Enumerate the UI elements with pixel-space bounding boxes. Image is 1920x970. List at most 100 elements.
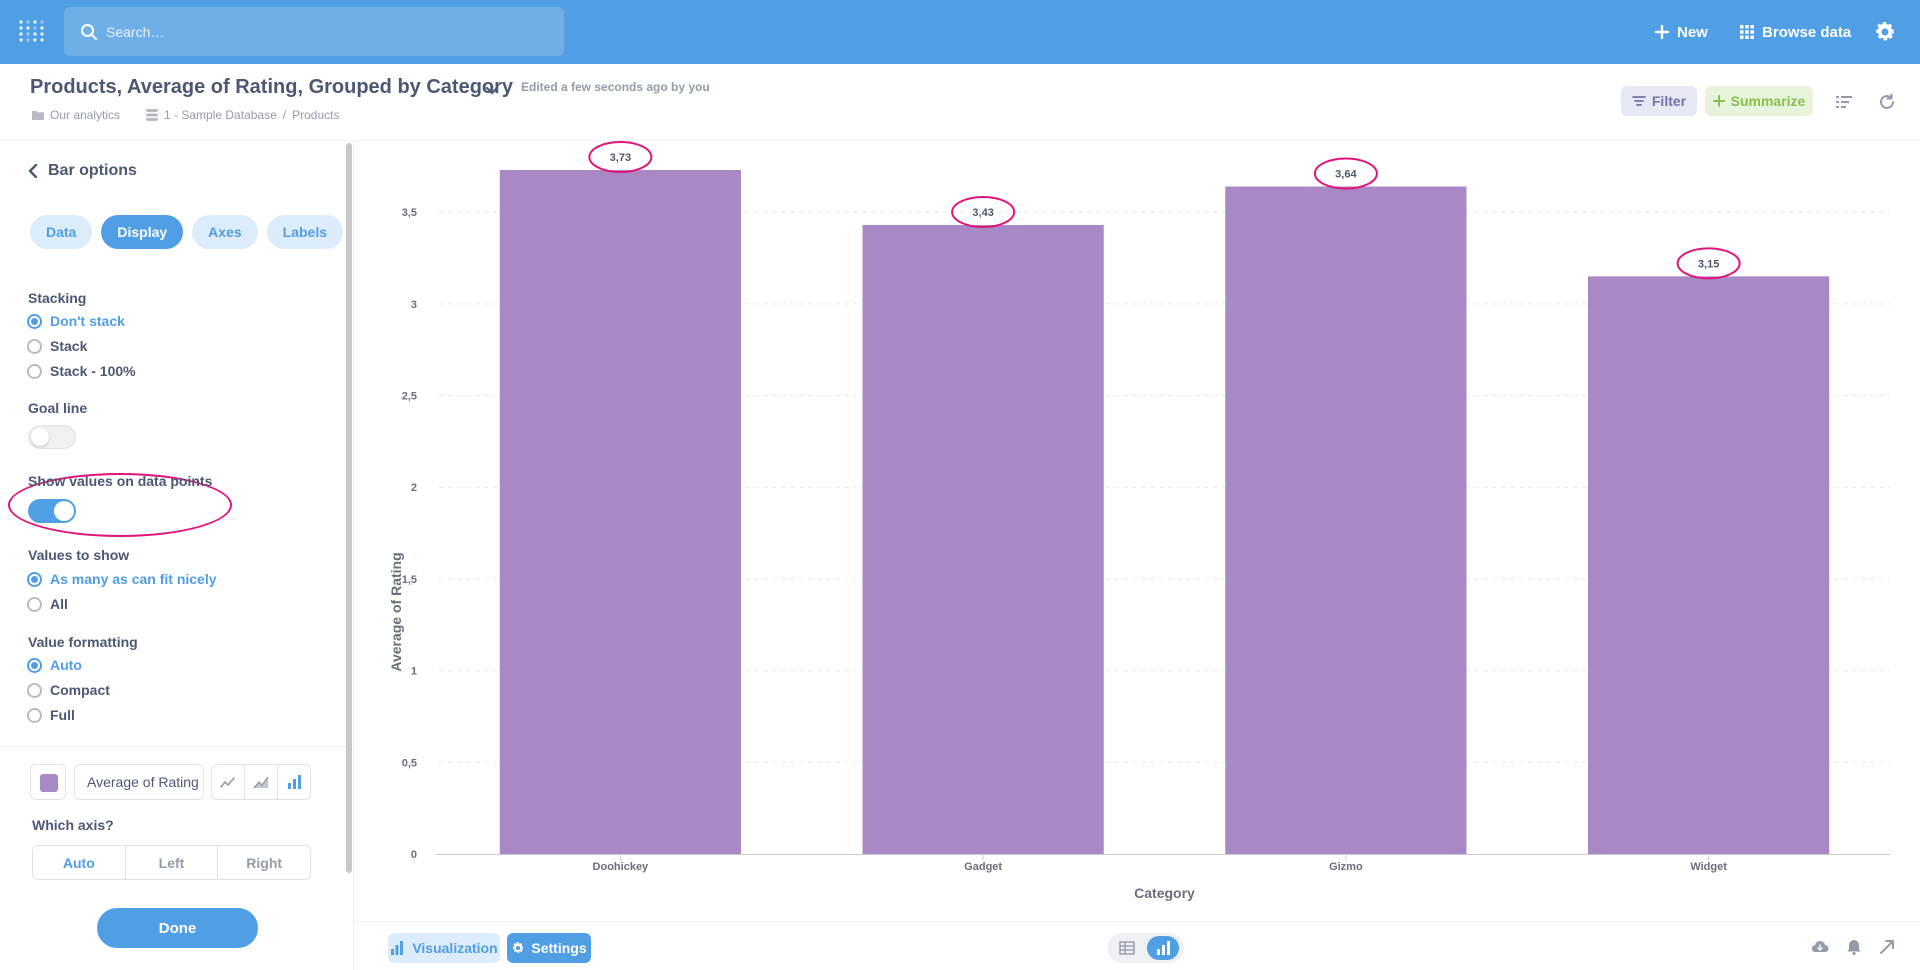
radio-dot bbox=[27, 657, 42, 673]
line-chart-option[interactable] bbox=[212, 765, 245, 799]
radio-full[interactable]: Full bbox=[27, 707, 75, 723]
annotation-ellipse bbox=[1313, 157, 1378, 190]
values-to-show-label: Values to show bbox=[28, 547, 130, 563]
table-chart-switch bbox=[1108, 933, 1184, 963]
refresh-icon[interactable] bbox=[1878, 93, 1896, 111]
folder-icon bbox=[32, 111, 44, 120]
y-axis-title: Average of Rating bbox=[388, 552, 404, 671]
gear-icon[interactable] bbox=[1873, 20, 1897, 44]
radio-stack[interactable]: Stack bbox=[27, 338, 87, 354]
area-chart-option[interactable] bbox=[245, 765, 278, 799]
bar bbox=[862, 225, 1104, 854]
annotation-ellipse bbox=[588, 141, 653, 173]
radio-stack-100[interactable]: Stack - 100% bbox=[27, 363, 136, 379]
show-values-toggle[interactable] bbox=[28, 499, 76, 523]
value-formatting-label: Value formatting bbox=[28, 634, 138, 650]
data-label: 3,73 bbox=[610, 152, 631, 164]
bell-icon[interactable] bbox=[1845, 938, 1863, 956]
bar-chart-option[interactable] bbox=[278, 765, 310, 799]
radio-dot bbox=[27, 707, 42, 723]
x-tick-label: Doohickey bbox=[593, 861, 650, 873]
y-tick-label: 1 bbox=[411, 666, 417, 678]
radio-label: Compact bbox=[50, 682, 110, 698]
goal-line-toggle[interactable] bbox=[28, 425, 76, 449]
filter-label: Filter bbox=[1651, 93, 1687, 109]
search-input[interactable] bbox=[102, 7, 542, 56]
axis-auto-option[interactable]: Auto bbox=[33, 846, 126, 879]
y-tick-label: 2,5 bbox=[402, 391, 417, 403]
radio-dot bbox=[27, 571, 42, 587]
radio-label: Stack bbox=[50, 338, 88, 354]
expand-icon[interactable] bbox=[1878, 938, 1896, 956]
radio-label: Auto bbox=[50, 657, 82, 673]
back-to-options-button[interactable]: Bar options bbox=[28, 162, 137, 180]
stacking-label: Stacking bbox=[28, 290, 87, 306]
x-tick-label: Gadget bbox=[964, 861, 1002, 873]
new-button[interactable]: New bbox=[1655, 20, 1708, 44]
series-color-picker[interactable] bbox=[30, 764, 66, 800]
which-axis-label: Which axis? bbox=[32, 817, 114, 833]
bar-chart: 0 0,5 1 1,5 2 2,5 3 3,5 Doohickey 3,73 Gadget 3,43 G… bbox=[388, 141, 1890, 901]
table-icon bbox=[1119, 941, 1135, 955]
radio-all[interactable]: All bbox=[27, 596, 68, 612]
series-name-input[interactable] bbox=[74, 764, 204, 800]
data-label: 3,64 bbox=[1335, 169, 1357, 181]
search-bar[interactable] bbox=[64, 7, 564, 56]
tab-labels[interactable]: Labels bbox=[266, 215, 343, 249]
gear-icon bbox=[513, 942, 524, 953]
notebook-icon[interactable] bbox=[1836, 94, 1852, 110]
color-swatch bbox=[40, 774, 58, 792]
table-view-toggle[interactable] bbox=[1111, 936, 1143, 960]
sidebar-scrollbar[interactable] bbox=[346, 143, 352, 873]
radio-dont-stack[interactable]: Don't stack bbox=[27, 313, 125, 329]
annotation-ellipse bbox=[8, 473, 232, 537]
axis-right-option[interactable]: Right bbox=[246, 854, 283, 871]
y-tick-label: 2 bbox=[411, 482, 417, 494]
radio-auto[interactable]: Auto bbox=[27, 657, 82, 673]
page-title[interactable]: Products, Average of Rating, Grouped by … bbox=[30, 76, 514, 98]
chart-settings-sidebar: Bar options Data Display Axes Labels Sta… bbox=[0, 141, 354, 970]
radio-dot bbox=[27, 363, 42, 379]
breadcrumb-database[interactable]: 1 - Sample Database bbox=[164, 108, 277, 122]
visualization-button[interactable]: Visualization bbox=[388, 933, 500, 963]
search-icon bbox=[81, 24, 97, 40]
summarize-button[interactable]: Summarize bbox=[1705, 86, 1813, 116]
y-tick-label: 0,5 bbox=[402, 757, 417, 769]
radio-fit-nicely[interactable]: As many as can fit nicely bbox=[27, 571, 217, 587]
annotation-ellipse bbox=[1676, 247, 1741, 280]
data-label: 3,15 bbox=[1698, 258, 1719, 270]
metabase-logo-icon[interactable] bbox=[18, 18, 46, 46]
download-icon[interactable] bbox=[1811, 938, 1829, 956]
new-button-label: New bbox=[1677, 23, 1708, 41]
area-chart-icon bbox=[253, 776, 269, 789]
browse-data-button[interactable]: Browse data bbox=[1740, 20, 1851, 44]
radio-label: Full bbox=[50, 707, 75, 723]
back-label: Bar options bbox=[48, 162, 137, 179]
tab-data[interactable]: Data bbox=[30, 215, 93, 249]
radio-dot bbox=[27, 596, 42, 612]
y-tick-label: 3 bbox=[411, 299, 417, 311]
tab-display[interactable]: Display bbox=[101, 215, 184, 249]
axis-selector: Auto Left Right bbox=[32, 845, 311, 880]
breadcrumb-separator: / bbox=[282, 108, 287, 122]
settings-button[interactable]: Settings bbox=[507, 933, 591, 963]
summarize-label: Summarize bbox=[1730, 93, 1806, 109]
x-tick-label: Gizmo bbox=[1329, 861, 1363, 873]
bar bbox=[1588, 276, 1830, 854]
radio-compact[interactable]: Compact bbox=[27, 682, 110, 698]
top-nav: New Browse data bbox=[0, 0, 1920, 64]
axis-left-option[interactable]: Left bbox=[126, 846, 219, 879]
show-values-label: Show values on data points bbox=[28, 473, 213, 489]
settings-tabs: Data Display Axes Labels bbox=[30, 215, 343, 249]
chevron-down-icon[interactable] bbox=[484, 82, 500, 98]
last-edited-info[interactable]: Edited a few seconds ago by you bbox=[521, 80, 710, 94]
chart-view-toggle[interactable] bbox=[1147, 936, 1179, 960]
filter-button[interactable]: Filter bbox=[1621, 86, 1697, 116]
breadcrumb-table[interactable]: Products bbox=[292, 108, 340, 122]
breadcrumb-collection[interactable]: Our analytics bbox=[50, 108, 121, 122]
database-icon bbox=[146, 109, 159, 121]
done-button[interactable]: Done bbox=[97, 908, 258, 948]
tab-axes[interactable]: Axes bbox=[192, 215, 258, 249]
chart-area: 0 0,5 1 1,5 2 2,5 3 3,5 Doohickey 3,73 Gadget 3,43 G… bbox=[355, 141, 1920, 921]
annotation-ellipse bbox=[951, 196, 1016, 229]
